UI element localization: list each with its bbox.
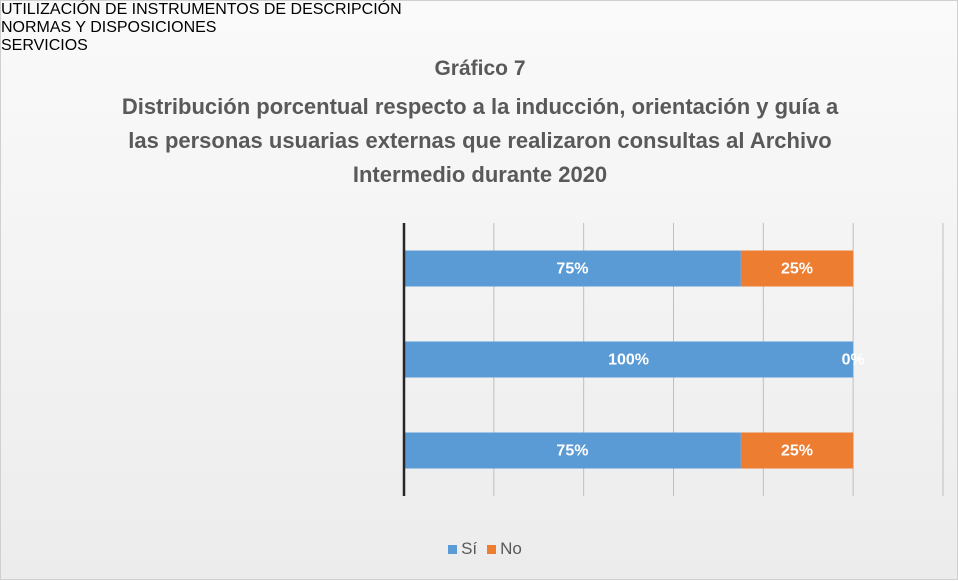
legend-label: No	[500, 539, 522, 558]
data-label: 75%	[556, 261, 588, 278]
legend-swatch	[487, 545, 497, 555]
bar-segment	[404, 341, 854, 378]
chart-subtitle: Distribución porcentual respecto a la in…	[121, 94, 839, 187]
y-tick-label: SERVICIOS	[1, 37, 88, 54]
data-label: 25%	[781, 261, 813, 278]
chart-title: Gráfico 7	[434, 57, 526, 80]
bar-segment	[740, 432, 854, 469]
y-tick-label: UTILIZACIÓN DE INSTRUMENTOS DE DESCRIPCI…	[1, 1, 402, 18]
bar-segment	[404, 432, 741, 469]
data-label: 75%	[556, 443, 588, 460]
legend-label: Sí	[461, 539, 478, 558]
legend-swatch	[448, 545, 458, 555]
data-label: 25%	[781, 443, 813, 460]
bar-segment	[404, 250, 741, 287]
data-label: 0%	[842, 352, 865, 369]
data-label: 100%	[608, 352, 649, 369]
legend: Sí No	[1, 539, 958, 559]
y-tick-label: NORMAS Y DISPOSICIONES	[1, 19, 217, 36]
bar-segment	[740, 250, 854, 287]
